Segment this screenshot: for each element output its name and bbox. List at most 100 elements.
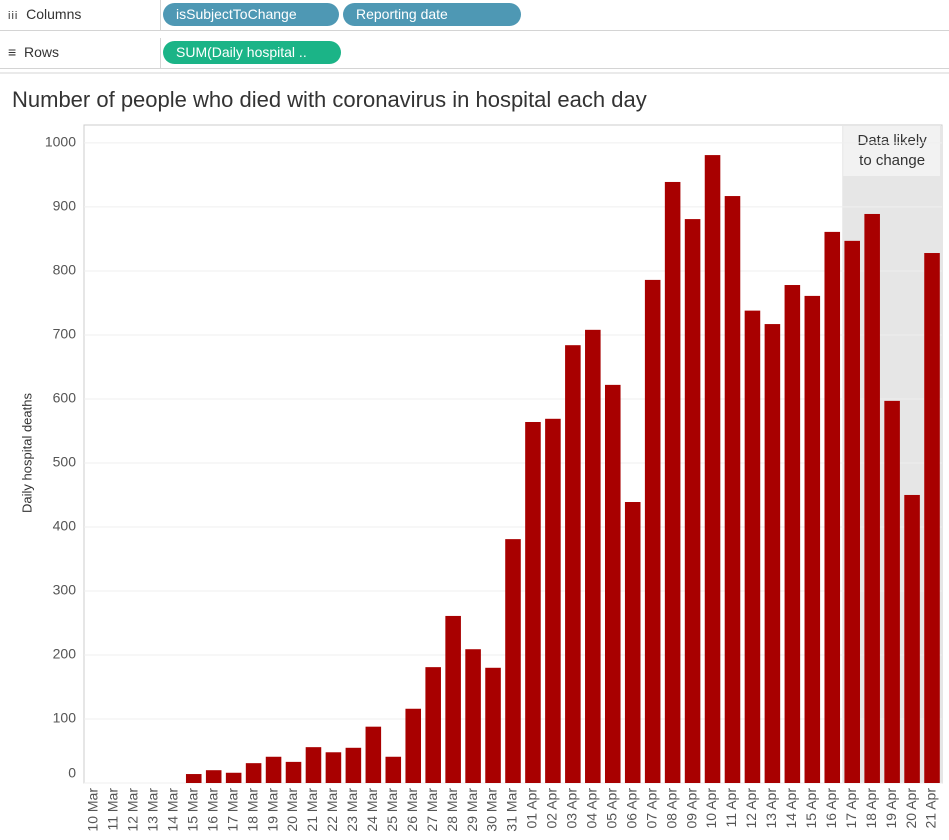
bar	[704, 155, 721, 784]
y-tick-label: 800	[53, 262, 77, 278]
x-tick-label: 09 Apr	[683, 788, 699, 829]
x-tick-label: 19 Apr	[883, 788, 899, 829]
bar	[804, 295, 821, 783]
bar	[445, 615, 461, 783]
x-tick-label: 15 Mar	[184, 788, 200, 832]
bar	[604, 384, 621, 783]
x-tick-label: 06 Apr	[623, 788, 639, 829]
pill[interactable]: Reporting date	[343, 3, 521, 26]
x-tick-label: 13 Apr	[763, 788, 779, 829]
bar	[764, 324, 781, 783]
x-tick-label: 10 Mar	[85, 788, 101, 832]
bar	[664, 181, 681, 783]
bar	[545, 418, 561, 783]
bar	[724, 196, 741, 783]
x-tick-label: 04 Apr	[584, 788, 600, 829]
x-tick-label: 15 Apr	[803, 788, 819, 829]
shelves: iii Columns isSubjectToChange Reporting …	[0, 0, 949, 70]
x-tick-label: 17 Mar	[224, 788, 240, 832]
bar	[485, 667, 501, 783]
x-tick-label: 20 Apr	[903, 788, 919, 829]
pill[interactable]: isSubjectToChange	[163, 3, 339, 26]
bar	[205, 770, 222, 783]
y-tick-label: 600	[53, 390, 77, 406]
bar	[824, 231, 841, 783]
y-tick-label: 300	[53, 582, 77, 598]
x-tick-label: 14 Apr	[783, 788, 799, 829]
bar	[465, 649, 481, 783]
bar	[684, 219, 701, 784]
chart: Number of people who died with coronavir…	[0, 72, 949, 832]
y-tick-label: 1000	[45, 134, 76, 150]
pill[interactable]: SUM(Daily hospital ..	[163, 41, 341, 64]
x-tick-label: 05 Apr	[603, 788, 619, 829]
x-tick-label: 11 Apr	[723, 788, 739, 828]
bar	[744, 310, 761, 783]
bar	[245, 763, 262, 783]
x-tick-label: 16 Mar	[204, 788, 220, 832]
x-tick-label: 19 Mar	[264, 788, 280, 832]
x-tick-label: 20 Mar	[284, 788, 300, 832]
y-tick-label: 200	[53, 646, 77, 662]
bar	[285, 761, 302, 783]
columns-label: iii Columns	[8, 6, 82, 22]
x-tick-label: 18 Apr	[863, 788, 879, 829]
x-tick-label: 01 Apr	[524, 788, 540, 829]
bar	[624, 502, 641, 783]
chart-title: Number of people who died with coronavir…	[12, 87, 647, 112]
rows-shelf: ≡ Rows SUM(Daily hospital ..	[0, 38, 949, 69]
x-tick-label: 08 Apr	[663, 788, 679, 829]
y-tick-label: 500	[53, 454, 77, 470]
bar	[884, 400, 900, 783]
x-tick-label: 13 Mar	[145, 788, 161, 832]
x-tick-label: 25 Mar	[384, 788, 400, 832]
bar	[565, 345, 581, 783]
y-axis-label: Daily hospital deaths	[19, 393, 34, 513]
x-tick-label: 30 Mar	[484, 788, 500, 832]
bar	[305, 747, 322, 783]
x-tick-label: 31 Mar	[504, 788, 520, 832]
x-tick-label: 14 Mar	[164, 788, 180, 832]
bar	[365, 726, 382, 783]
bar	[405, 708, 422, 783]
x-tick-label: 12 Apr	[743, 788, 759, 829]
bar	[385, 756, 402, 783]
bar	[844, 240, 860, 784]
annotation-box	[843, 126, 940, 176]
bar	[644, 279, 661, 783]
x-tick-label: 24 Mar	[364, 788, 380, 832]
x-tick-label: 26 Mar	[404, 788, 420, 832]
bar	[185, 774, 202, 783]
y-tick-label: 900	[53, 198, 77, 214]
bar	[525, 421, 541, 783]
x-tick-label: 23 Mar	[344, 788, 360, 832]
rows-label: ≡ Rows	[8, 44, 59, 60]
bar	[924, 253, 940, 783]
annotation: Data likely to change	[858, 132, 928, 169]
y-tick-label: 400	[53, 518, 77, 534]
bar	[784, 285, 801, 783]
x-tick-label: 28 Mar	[444, 788, 460, 832]
bar	[864, 213, 880, 783]
y-tick-label: 700	[53, 326, 77, 342]
x-tick-label: 22 Mar	[324, 788, 340, 832]
x-tick-label: 18 Mar	[244, 788, 260, 832]
x-tick-label: 02 Apr	[544, 788, 560, 829]
columns-text: Columns	[26, 6, 82, 22]
bar	[904, 494, 920, 783]
x-tick-label: 17 Apr	[843, 788, 859, 829]
x-tick-label: 12 Mar	[125, 788, 141, 832]
x-tick-label: 29 Mar	[464, 788, 480, 832]
bar	[425, 667, 441, 783]
bar	[225, 772, 242, 783]
bar	[265, 756, 282, 783]
x-tick-label: 16 Apr	[823, 788, 839, 829]
bar	[505, 539, 521, 783]
x-tick-label: 11 Mar	[105, 788, 121, 831]
y-tick-label: 100	[53, 710, 77, 726]
columns-shelf: iii Columns isSubjectToChange Reporting …	[0, 0, 949, 31]
x-tick-label: 03 Apr	[564, 788, 580, 829]
bar	[345, 747, 362, 783]
x-tick-label: 21 Apr	[923, 788, 939, 829]
bar	[585, 329, 601, 783]
